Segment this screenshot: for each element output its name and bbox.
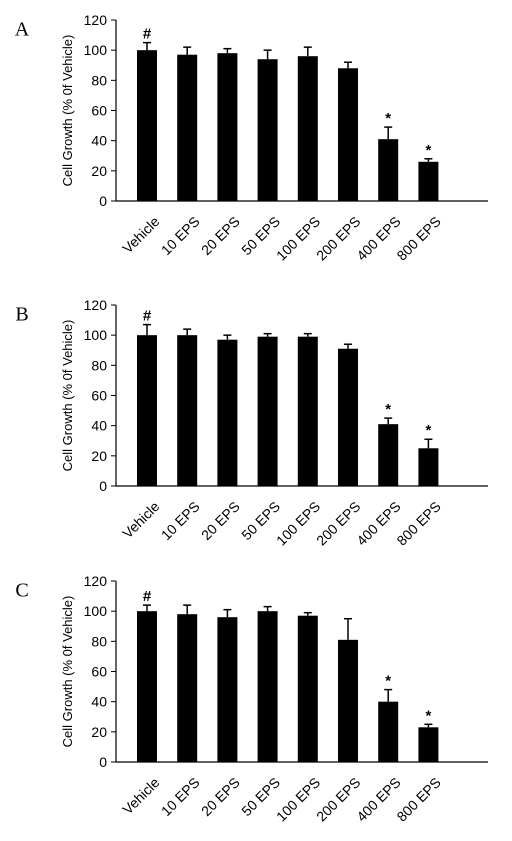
significance-mark-6: *: [385, 673, 391, 690]
panel-label: A: [15, 19, 30, 41]
y-tick-label: 60: [91, 388, 107, 404]
y-tick-label: 20: [91, 724, 107, 740]
significance-mark-6: *: [385, 110, 391, 127]
category-label-0: Vehicle: [119, 774, 162, 817]
panel-label: B: [15, 304, 28, 326]
y-axis-label: Cell Growth (% 0f Vehicle): [60, 35, 75, 187]
y-tick-label: 80: [91, 633, 107, 649]
y-tick-label: 80: [91, 357, 107, 373]
y-tick-label: 100: [84, 327, 108, 343]
category-label-2: 20 EPS: [198, 774, 243, 819]
significance-mark-0: #: [143, 308, 152, 325]
bar-0: [137, 611, 157, 762]
y-axis-label: Cell Growth (% 0f Vehicle): [60, 320, 75, 472]
bar-2: [217, 339, 238, 486]
category-label-2: 20 EPS: [198, 213, 243, 258]
y-tick-label: 80: [91, 72, 107, 88]
y-tick-label: 120: [84, 573, 108, 589]
significance-mark-0: #: [143, 588, 152, 605]
bar-7: [418, 448, 439, 486]
category-label-7: 800 EPS: [393, 774, 443, 824]
significance-mark-7: *: [425, 422, 431, 439]
bar-5: [338, 639, 358, 762]
y-tick-label: 0: [99, 193, 107, 209]
bar-2: [217, 53, 238, 201]
category-label-2: 20 EPS: [198, 498, 243, 543]
bar-1: [177, 335, 198, 486]
category-label-7: 800 EPS: [393, 498, 443, 548]
y-tick-label: 100: [84, 42, 108, 58]
significance-mark-6: *: [385, 401, 391, 418]
bar-7: [418, 161, 439, 201]
significance-mark-7: *: [425, 142, 431, 159]
panel-label: C: [15, 580, 28, 602]
chart-panel-c: C 0 20 40 60 80 100 120 Cell Growth (% 0f Vehicl…: [15, 573, 488, 825]
bar-2: [217, 617, 238, 762]
y-tick-label: 120: [84, 297, 108, 313]
y-tick-label: 20: [91, 448, 107, 464]
bar-6: [378, 424, 399, 486]
significance-mark-0: #: [143, 26, 152, 43]
bar-4: [297, 56, 318, 202]
significance-mark-7: *: [425, 707, 431, 724]
category-label-1: 10 EPS: [158, 213, 203, 258]
y-tick-label: 0: [99, 754, 107, 770]
category-label-1: 10 EPS: [158, 774, 203, 819]
bar-4: [297, 615, 318, 762]
y-tick-label: 20: [91, 163, 107, 179]
bar-1: [177, 614, 198, 762]
bar-1: [177, 54, 198, 201]
y-tick-label: 40: [91, 133, 107, 149]
bar-0: [137, 50, 157, 201]
y-tick-label: 40: [91, 694, 107, 710]
y-tick-label: 100: [84, 603, 108, 619]
bar-5: [338, 68, 358, 202]
y-tick-label: 40: [91, 418, 107, 434]
y-tick-label: 120: [84, 12, 108, 28]
chart-panel-b: B 0 20 40 60 80 100 120 Cell Growth (% 0f Vehicl…: [15, 297, 488, 549]
bar-7: [418, 727, 439, 762]
category-label-7: 800 EPS: [393, 213, 443, 263]
bar-4: [297, 336, 318, 486]
category-label-0: Vehicle: [119, 213, 162, 256]
bar-6: [378, 139, 399, 201]
y-tick-label: 60: [91, 103, 107, 119]
bar-0: [137, 335, 157, 486]
bar-5: [338, 348, 358, 486]
category-label-1: 10 EPS: [158, 498, 203, 543]
y-tick-label: 0: [99, 478, 107, 494]
category-label-0: Vehicle: [119, 498, 162, 541]
y-axis-label: Cell Growth (% 0f Vehicle): [60, 596, 75, 748]
y-tick-label: 60: [91, 664, 107, 680]
bar-3: [257, 336, 278, 486]
chart-panel-a: A 0 20 40 60 80 100 120 Cell Growth (% 0f Vehicl…: [15, 12, 488, 264]
bar-3: [257, 611, 278, 762]
bar-3: [257, 59, 278, 201]
bar-6: [378, 701, 399, 762]
